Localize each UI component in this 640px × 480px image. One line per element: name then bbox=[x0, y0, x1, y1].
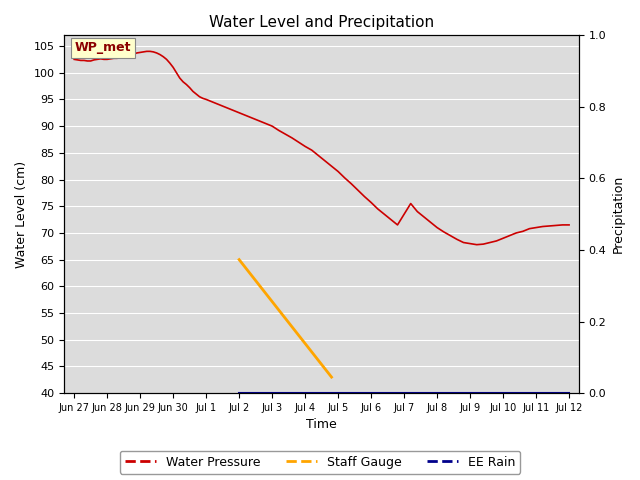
EE Rain bbox=[565, 390, 573, 396]
Water Pressure bbox=[282, 131, 289, 137]
Water Pressure bbox=[525, 226, 533, 231]
Water Pressure bbox=[473, 242, 481, 248]
Y-axis label: Precipitation: Precipitation bbox=[612, 175, 625, 253]
Water Pressure bbox=[262, 120, 269, 126]
Water Pressure bbox=[113, 55, 121, 61]
Y-axis label: Water Level (cm): Water Level (cm) bbox=[15, 161, 28, 268]
Water Pressure bbox=[216, 102, 223, 108]
X-axis label: Time: Time bbox=[307, 419, 337, 432]
Staff Gauge bbox=[328, 374, 335, 380]
EE Rain bbox=[236, 390, 243, 396]
Legend: Water Pressure, Staff Gauge, EE Rain: Water Pressure, Staff Gauge, EE Rain bbox=[120, 451, 520, 474]
Staff Gauge bbox=[236, 257, 243, 263]
Water Pressure bbox=[565, 222, 573, 228]
Text: WP_met: WP_met bbox=[75, 41, 131, 54]
Water Pressure bbox=[70, 57, 78, 62]
Line: Water Pressure: Water Pressure bbox=[74, 51, 569, 245]
Title: Water Level and Precipitation: Water Level and Precipitation bbox=[209, 15, 434, 30]
Water Pressure bbox=[143, 48, 150, 54]
Line: Staff Gauge: Staff Gauge bbox=[239, 260, 332, 377]
Water Pressure bbox=[163, 57, 170, 62]
